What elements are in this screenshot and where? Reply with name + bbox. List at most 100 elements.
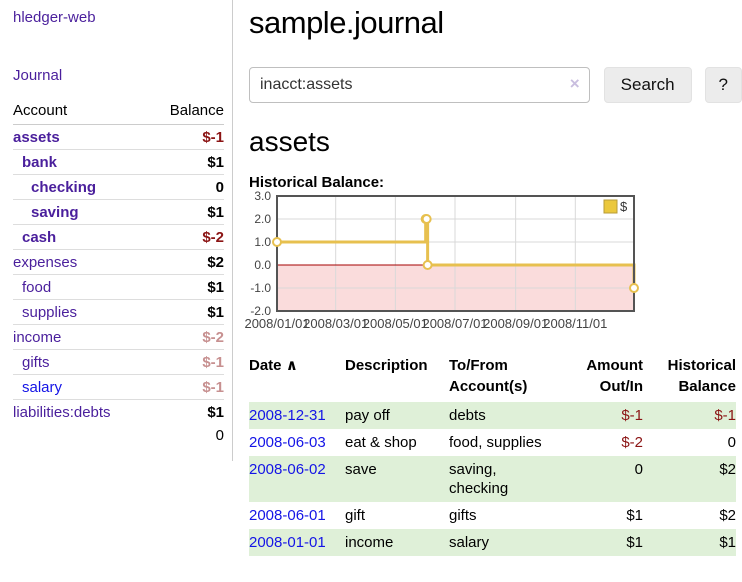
transaction-accounts: gifts — [449, 507, 477, 524]
y-axis-tick-label: -2.0 — [250, 304, 271, 318]
table-row: 2008-06-01 gift gifts $1 $2 — [249, 502, 736, 529]
help-button[interactable]: ? — [704, 67, 742, 103]
transaction-amount: $1 — [626, 507, 643, 524]
table-row: 2008-12-31 pay off debts $-1 $-1 — [249, 402, 736, 429]
account-row: cash $-2 — [13, 224, 224, 250]
account-tree: Account Balance assets $-1 bank $1 checking 0… — [13, 99, 224, 447]
transaction-accounts: saving, checking — [449, 461, 509, 497]
account-link[interactable]: cash — [22, 228, 57, 246]
account-balance: $1 — [148, 399, 224, 424]
transaction-balance: $2 — [719, 507, 736, 524]
account-row: gifts $-1 — [13, 349, 224, 375]
x-axis-tick-label: 2008/05/01 — [363, 316, 428, 331]
account-row: checking 0 — [13, 174, 224, 200]
account-balance: 0 — [148, 174, 224, 200]
column-header-accounts[interactable]: To/From Account(s) — [449, 357, 528, 395]
account-link[interactable]: gifts — [22, 353, 50, 371]
transaction-date-link[interactable]: 2008-06-03 — [249, 434, 326, 451]
account-tree-body: assets $-1 bank $1 checking 0 saving $1 cash $-2 e… — [13, 125, 224, 424]
data-point-marker — [422, 260, 433, 270]
x-axis-tick-label: 2008/01/01 — [244, 316, 309, 331]
account-row: supplies $1 — [13, 299, 224, 325]
balance-column-header: Balance — [148, 99, 224, 125]
account-balance: $-2 — [148, 224, 224, 250]
account-row: saving $1 — [13, 199, 224, 225]
legend-swatch — [603, 199, 618, 214]
account-balance: $2 — [148, 249, 224, 275]
account-balance: $-1 — [148, 349, 224, 375]
search-input[interactable] — [249, 67, 590, 103]
transaction-balance: $-1 — [714, 407, 736, 424]
sidebar-total-balance: 0 — [215, 427, 224, 444]
account-link[interactable]: checking — [31, 178, 97, 196]
transaction-accounts: salary — [449, 534, 490, 551]
account-balance: $-1 — [148, 374, 224, 400]
account-column-header: Account — [13, 99, 149, 125]
account-row: salary $-1 — [13, 374, 224, 400]
account-link[interactable]: food — [22, 278, 52, 296]
y-axis-tick-label: 2.0 — [254, 212, 271, 226]
sidebar-total-row: 0 — [13, 424, 224, 447]
transaction-amount: 0 — [634, 461, 643, 478]
column-header-date[interactable]: Date ∧ — [249, 357, 298, 374]
data-point-marker — [421, 214, 432, 224]
y-axis-tick-label: 1.0 — [254, 235, 271, 249]
plot-border — [276, 195, 635, 312]
x-axis-tick-label: 2008/09/01 — [483, 316, 548, 331]
account-balance: $-1 — [202, 128, 224, 146]
data-point-marker — [629, 283, 639, 293]
app-title-link[interactable]: hledger-web — [13, 9, 96, 26]
transaction-description: save — [345, 461, 377, 478]
account-balance: $-2 — [148, 324, 224, 350]
column-header-amount[interactable]: Amount Out/In — [586, 357, 643, 395]
transaction-accounts: food, supplies — [449, 434, 542, 451]
main-content: sample.journal × Search ? assets Histori… — [244, 0, 742, 556]
x-axis-tick-label: 2008/03/01 — [303, 316, 368, 331]
transaction-amount: $-2 — [621, 434, 643, 451]
account-balance: $1 — [148, 199, 224, 225]
historical-balance-chart: $3.0 2.0 1.0 0.0 -1.0 -2.0 2008/01/01 2008/03/0… — [244, 189, 742, 340]
table-row: 2008-06-02 save saving, checking 0 $2 — [249, 456, 736, 502]
sidebar-item-journal[interactable]: Journal — [13, 67, 63, 84]
column-header-balance[interactable]: Historical Balance — [667, 357, 736, 395]
account-link[interactable]: expenses — [13, 253, 78, 271]
table-row: 2008-06-03 eat & shop food, supplies $-2 0 — [249, 429, 736, 456]
transaction-balance: $1 — [719, 534, 736, 551]
transaction-date-link[interactable]: 2008-06-01 — [249, 507, 326, 524]
transaction-date-link[interactable]: 2008-01-01 — [249, 534, 326, 551]
transaction-date-link[interactable]: 2008-12-31 — [249, 407, 326, 424]
register-body: 2008-12-31 pay off debts $-1 $-1 2008-06-03 ea… — [249, 402, 736, 556]
transaction-description: gift — [345, 507, 366, 524]
y-axis-tick-label: -1.0 — [250, 281, 271, 295]
x-axis-tick-label: 2008/07/01 — [422, 316, 487, 331]
data-point-marker — [272, 237, 282, 247]
y-axis-tick-label: 0.0 — [254, 258, 271, 272]
transaction-date-link[interactable]: 2008-06-02 — [249, 461, 326, 478]
account-link[interactable]: salary — [22, 378, 63, 396]
account-row: assets $-1 — [13, 125, 224, 150]
transaction-amount: $-1 — [621, 407, 643, 424]
transaction-description: eat & shop — [345, 434, 417, 451]
account-link[interactable]: supplies — [22, 303, 78, 321]
transaction-balance: $2 — [719, 461, 736, 478]
account-link[interactable]: income — [13, 328, 62, 346]
account-page-title: assets — [249, 126, 330, 157]
account-balance: $1 — [148, 299, 224, 325]
account-link[interactable]: liabilities:debts — [13, 403, 111, 421]
search-button[interactable]: Search — [603, 67, 692, 103]
column-header-description[interactable]: Description — [345, 357, 428, 374]
legend-label: $ — [620, 199, 628, 214]
account-link[interactable]: assets — [13, 128, 60, 146]
clear-search-icon[interactable]: × — [569, 74, 580, 93]
account-row: income $-2 — [13, 324, 224, 350]
account-row: expenses $2 — [13, 249, 224, 275]
account-balance: $1 — [148, 149, 224, 175]
account-link[interactable]: saving — [31, 203, 79, 221]
table-row: 2008-01-01 income salary $1 $1 — [249, 529, 736, 556]
chart-section-label: Historical Balance: — [249, 174, 385, 191]
sort-ascending-icon: ∧ — [285, 357, 298, 374]
account-row: bank $1 — [13, 149, 224, 175]
account-link[interactable]: bank — [22, 153, 58, 171]
transaction-balance: 0 — [727, 434, 736, 451]
account-balance: $1 — [148, 274, 224, 300]
